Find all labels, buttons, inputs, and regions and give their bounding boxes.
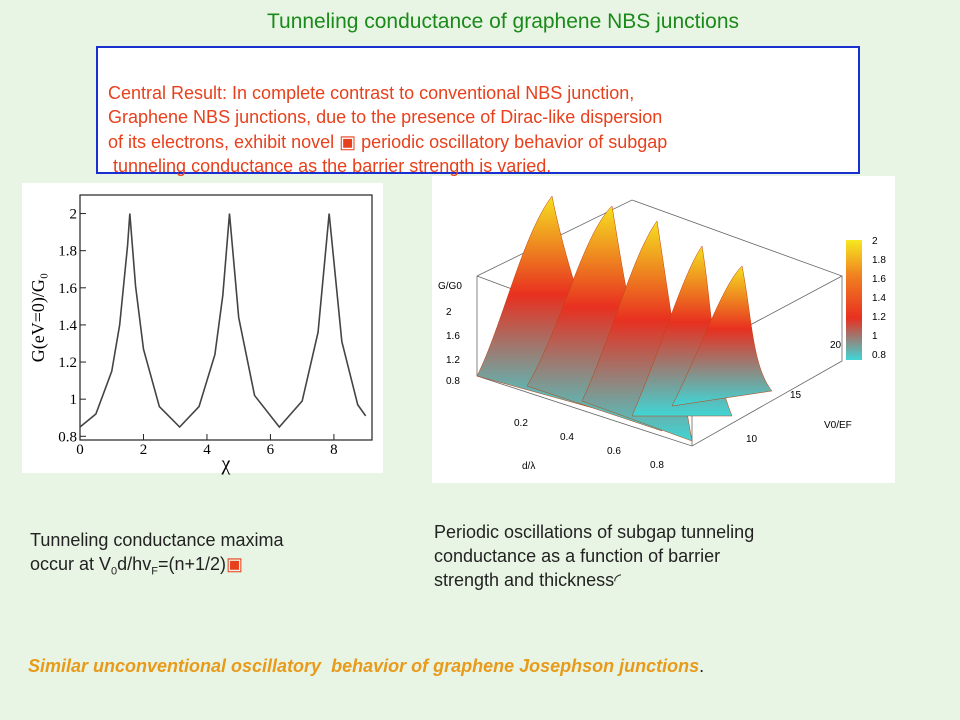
left-caption: Tunneling conductance maxima occur at V0d…	[30, 528, 283, 584]
x-tick-label: 2	[140, 442, 148, 458]
x-tick-label: 0.6	[607, 446, 621, 457]
t: =(n+1/2)	[157, 554, 226, 574]
symbol: ◜	[614, 570, 622, 590]
y-tick-label: 1.4	[58, 318, 77, 334]
y-axis-label: G(eV=0)/G₀	[28, 273, 49, 362]
x-tick-label: 0.8	[650, 460, 664, 471]
x-tick-label: 4	[203, 442, 211, 458]
y-tick-label: 2	[70, 207, 78, 223]
z-tick-label: 0.8	[446, 376, 460, 387]
y-tick-label: 1	[70, 392, 78, 408]
colorbar-tick-label: 0.8	[872, 350, 886, 361]
x-tick-label: 6	[267, 442, 275, 458]
x-axis-label: χ	[221, 453, 231, 475]
t: strength and thickness	[434, 570, 615, 590]
footer-text: Similar unconventional oscillatory behav…	[28, 656, 700, 676]
z-tick-label: 2	[446, 307, 452, 318]
result-line: Central Result: In complete contrast to …	[108, 82, 635, 103]
x-tick-label: 8	[330, 442, 338, 458]
colorbar-tick-label: 1.4	[872, 293, 886, 304]
result-line: tunneling conductance as the barrier str…	[108, 156, 552, 176]
z-tick-label: 1.6	[446, 331, 460, 342]
y-tick-label: 1.8	[58, 244, 77, 260]
colorbar-tick-label: 1.2	[872, 312, 886, 323]
caption-line: conductance as a function of barrier	[434, 546, 721, 566]
y-tick-label: 0.8	[58, 429, 77, 445]
surface-plot: G/G00.81.21.62d/λ0.20.40.60.8V0/EF101520…	[438, 195, 886, 472]
x-tick-label: 0.4	[560, 432, 574, 443]
slide-title: Tunneling conductance of graphene NBS ju…	[266, 10, 740, 33]
colorbar-tick-label: 1.8	[872, 255, 886, 266]
right-caption: Periodic oscillations of subgap tunnelin…	[434, 520, 754, 592]
x-axis-label: d/λ	[522, 461, 535, 472]
curve	[79, 213, 367, 429]
symbol: ▣	[225, 554, 243, 574]
x-tick-label: 0.2	[514, 418, 528, 429]
y-tick-label: 1.2	[58, 355, 77, 371]
y-tick-label: 1.6	[58, 281, 77, 297]
y-tick-label: 15	[790, 390, 802, 401]
surface-fins	[476, 195, 773, 442]
footer: Similar unconventional oscillatory behav…	[28, 656, 704, 677]
colorbar-tick-label: 2	[872, 236, 878, 247]
x-tick-label: 0	[76, 442, 84, 458]
caption-line: occur at V0d/hvF=(n+1/2)▣	[30, 552, 283, 584]
central-result-box: Central Result: In complete contrast to …	[96, 46, 860, 176]
footer-period: .	[699, 656, 705, 676]
z-tick-label: 1.2	[446, 355, 460, 366]
plot-frame	[79, 194, 373, 441]
z-axis-label: G/G0	[438, 281, 462, 292]
result-line: Graphene NBS junctions, due to the prese…	[108, 107, 663, 127]
caption-line: Periodic oscillations of subgap tunnelin…	[434, 522, 755, 542]
caption-line: strength and thickness◜	[434, 568, 754, 592]
result-line: of its electrons, exhibit novel ▣ period…	[108, 131, 668, 152]
y-axis-label: V0/EF	[824, 420, 852, 431]
y-tick-label: 20	[830, 340, 842, 351]
colorbar	[846, 240, 862, 360]
colorbar-tick-label: 1.6	[872, 274, 886, 285]
sub: 0	[111, 565, 118, 578]
sub: F	[151, 565, 158, 578]
y-tick-label: 10	[746, 434, 758, 445]
t: occur at V	[30, 554, 112, 574]
caption-line: Tunneling conductance maxima	[30, 530, 284, 550]
colorbar-tick-label: 1	[872, 331, 878, 342]
t: d/hv	[117, 554, 152, 574]
